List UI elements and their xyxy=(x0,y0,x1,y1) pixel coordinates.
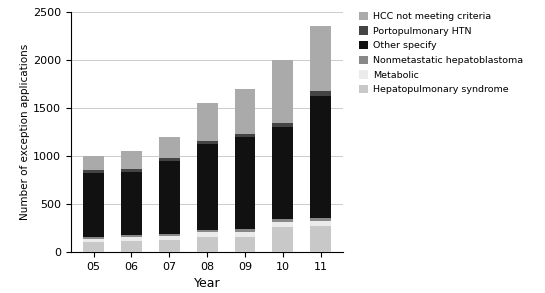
Bar xyxy=(310,218,331,221)
Bar xyxy=(310,91,331,96)
Bar xyxy=(310,26,331,91)
Bar xyxy=(83,239,104,242)
Bar xyxy=(197,237,217,252)
Bar xyxy=(83,173,104,237)
Bar xyxy=(197,144,217,230)
Bar xyxy=(159,158,180,161)
Bar xyxy=(121,172,142,235)
Bar xyxy=(121,151,142,169)
Bar xyxy=(234,229,255,232)
X-axis label: Year: Year xyxy=(194,277,220,290)
Y-axis label: Number of exception applications: Number of exception applications xyxy=(20,44,30,220)
Bar xyxy=(83,170,104,173)
Bar xyxy=(272,227,293,252)
Bar xyxy=(121,169,142,172)
Bar xyxy=(234,134,255,137)
Bar xyxy=(272,60,293,123)
Bar xyxy=(121,241,142,252)
Bar xyxy=(159,161,180,234)
Bar xyxy=(83,242,104,252)
Bar xyxy=(272,222,293,227)
Bar xyxy=(197,230,217,232)
Bar xyxy=(83,156,104,170)
Bar xyxy=(159,241,180,252)
Bar xyxy=(234,232,255,237)
Legend: HCC not meeting criteria, Portopulmonary HTN, Other specify, Nonmetastatic hepat: HCC not meeting criteria, Portopulmonary… xyxy=(359,12,523,94)
Bar xyxy=(272,123,293,127)
Bar xyxy=(121,235,142,237)
Bar xyxy=(272,219,293,222)
Bar xyxy=(310,96,331,218)
Bar xyxy=(159,137,180,158)
Bar xyxy=(197,142,217,144)
Bar xyxy=(197,232,217,237)
Bar xyxy=(197,103,217,142)
Bar xyxy=(234,88,255,134)
Bar xyxy=(83,237,104,239)
Bar xyxy=(159,234,180,236)
Bar xyxy=(234,237,255,252)
Bar xyxy=(310,226,331,252)
Bar xyxy=(234,137,255,229)
Bar xyxy=(272,127,293,219)
Bar xyxy=(159,236,180,241)
Bar xyxy=(121,237,142,241)
Bar xyxy=(310,221,331,226)
